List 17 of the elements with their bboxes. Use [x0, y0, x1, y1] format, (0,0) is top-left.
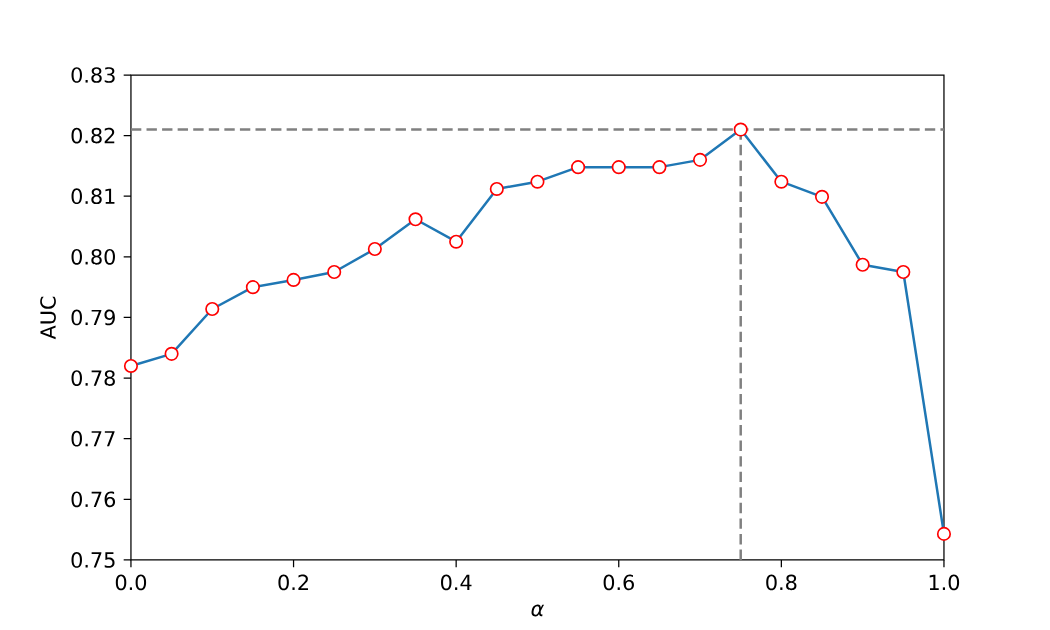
y-tick-label: 0.80 [71, 248, 115, 265]
y-axis-title: AUC [40, 296, 56, 340]
y-tick-label: 0.78 [71, 370, 115, 386]
y-tick-label: 0.83 [71, 67, 115, 83]
y-tick-label: 0.77 [71, 430, 115, 447]
y-tick-label: 0.76 [71, 491, 116, 508]
y-tick-label: 0.79 [71, 309, 115, 326]
x-tick-label: 0.6 [603, 574, 634, 591]
x-axis-title: α [531, 604, 545, 617]
y-tick-label: 0.75 [71, 552, 115, 568]
y-tick-label: 0.81 [71, 188, 115, 205]
x-tick-label: 1.0 [929, 574, 960, 591]
x-tick-label: 0.2 [278, 574, 308, 591]
x-tick-label: 0.8 [766, 574, 797, 591]
x-tick-label: 0.0 [115, 574, 147, 591]
y-tick-label: 0.82 [71, 127, 115, 144]
x-tick-label: 0.4 [441, 574, 472, 591]
